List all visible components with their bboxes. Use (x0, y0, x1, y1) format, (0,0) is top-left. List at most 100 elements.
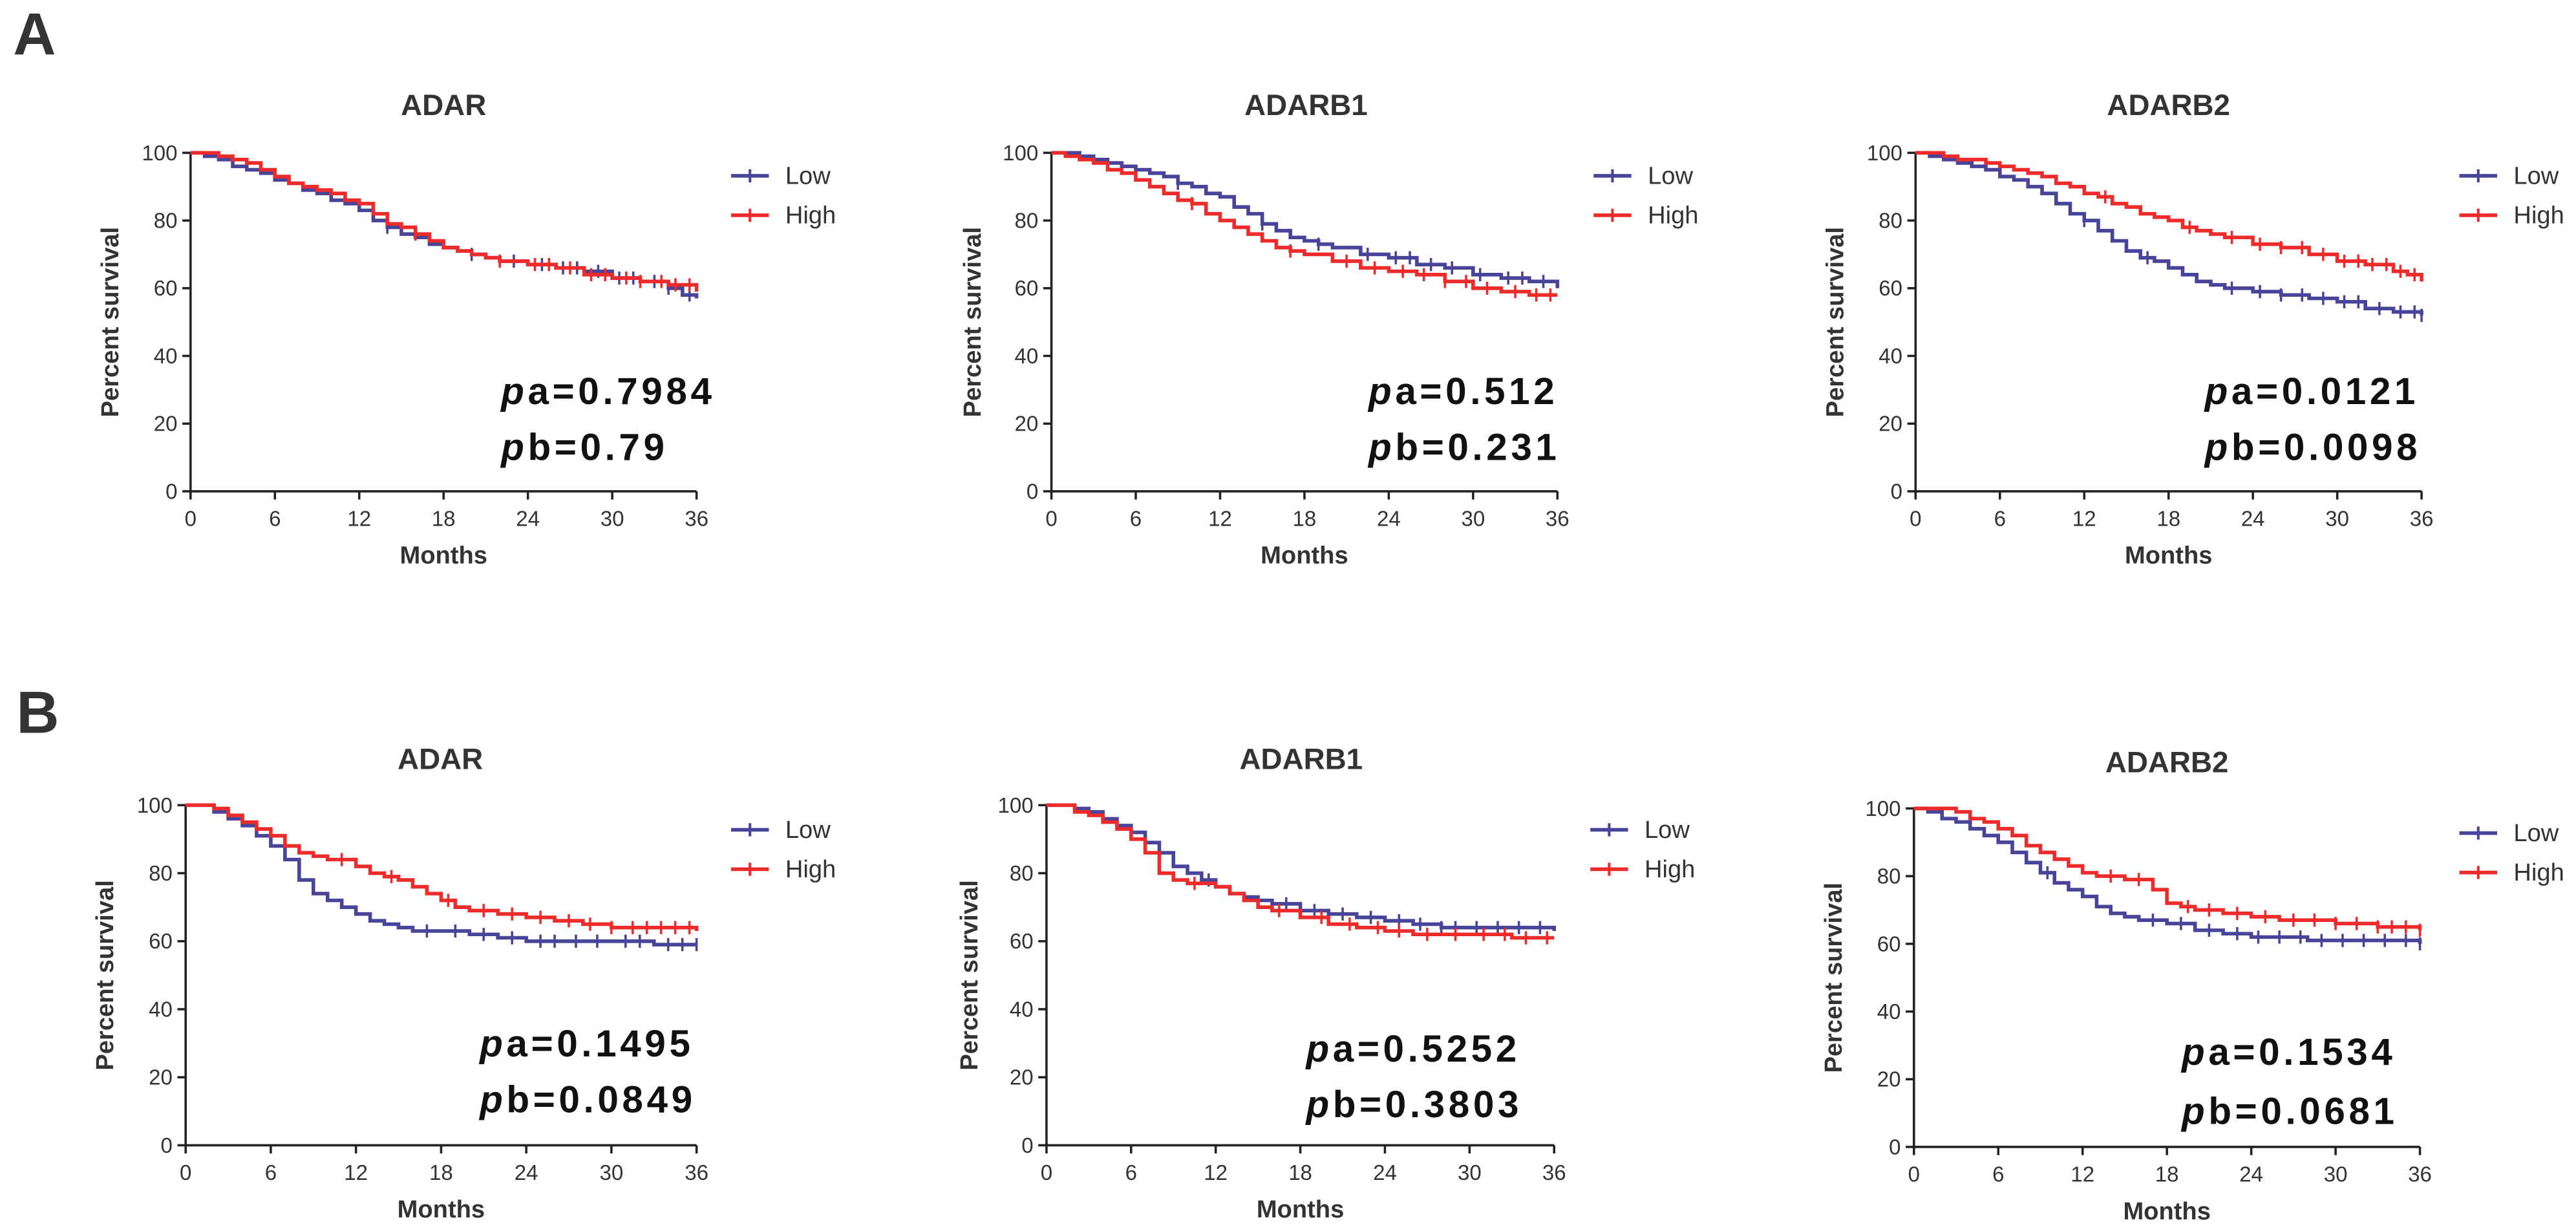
y-tick-label: 0 (1889, 1135, 1900, 1159)
y-tick-label: 0 (1891, 479, 1902, 503)
km-curve-low (1913, 806, 2422, 944)
x-tick-label: 36 (685, 506, 708, 530)
km-curve-high (1051, 151, 1558, 297)
legend-label-high: High (785, 855, 836, 883)
x-tick-label: 18 (429, 1161, 453, 1184)
y-tick-label: 80 (1879, 209, 1902, 233)
p-value-symbol: p (1367, 427, 1395, 469)
legend-label-high: High (1648, 202, 1698, 230)
y-tick-label: 20 (1877, 1067, 1901, 1091)
p-value-text: b=0.0098 (2231, 427, 2421, 469)
y-axis-label: Percent survival (96, 227, 124, 417)
chart-title: ADARB2 (2105, 746, 2229, 779)
p-value-text: a=0.7984 (527, 370, 715, 412)
x-axis-label: Months (2125, 542, 2212, 570)
chart-title: ADARB1 (1244, 89, 1368, 122)
y-tick-label: 100 (997, 793, 1033, 817)
survival-chart: ADAR 0 20 40 60 80 100 0 6 12 18 24 30 36 Percent surv… (96, 89, 836, 570)
chart-title: ADAR (398, 742, 483, 775)
y-tick-label: 100 (1865, 797, 1900, 820)
x-tick-label: 18 (2156, 506, 2180, 530)
y-tick-label: 100 (142, 141, 177, 165)
panel-label: A (13, 1, 56, 67)
p-value-symbol: p (478, 1079, 506, 1121)
y-tick-label: 100 (137, 793, 173, 817)
y-tick-label: 40 (1879, 344, 1902, 368)
x-tick-label: 0 (1041, 1161, 1052, 1184)
p-value-text: b=0.0681 (2208, 1090, 2398, 1132)
legend-label-low: Low (2513, 819, 2559, 847)
y-axis-label: Percent survival (1820, 883, 1847, 1073)
p-value-annotation: pb=0.0849 (478, 1079, 696, 1121)
chart-title: ADAR (401, 89, 486, 122)
x-tick-label: 24 (1377, 506, 1401, 530)
chart-title: ADARB1 (1240, 742, 1363, 775)
x-tick-label: 30 (2324, 1162, 2348, 1186)
x-tick-label: 18 (1293, 506, 1317, 530)
y-tick-label: 80 (1877, 864, 1901, 888)
p-value-annotation: pa=0.1534 (2180, 1031, 2396, 1073)
p-value-symbol: p (2180, 1031, 2208, 1073)
legend-label-low: Low (1648, 162, 1693, 190)
p-value-text: b=0.231 (1395, 427, 1560, 469)
p-value-symbol: p (500, 427, 527, 469)
y-tick-label: 80 (154, 209, 178, 233)
x-tick-label: 18 (1288, 1161, 1312, 1184)
x-tick-label: 0 (185, 506, 197, 530)
x-tick-label: 0 (1908, 1162, 1920, 1186)
p-value-symbol: p (478, 1023, 506, 1065)
x-tick-label: 30 (2325, 506, 2349, 530)
p-value-symbol: p (2180, 1090, 2208, 1132)
x-tick-label: 36 (1546, 506, 1570, 530)
x-tick-label: 24 (516, 506, 540, 530)
x-tick-label: 12 (2070, 1162, 2094, 1186)
x-tick-label: 6 (1994, 506, 2006, 530)
y-tick-label: 20 (1879, 412, 1902, 436)
y-tick-label: 0 (1027, 479, 1038, 503)
survival-chart: ADARB2 0 20 40 60 80 100 0 6 12 18 24 30 36 Percent su… (1821, 89, 2564, 570)
x-tick-label: 0 (180, 1161, 191, 1184)
y-tick-label: 20 (1014, 412, 1038, 436)
y-tick-label: 80 (1014, 209, 1038, 233)
y-tick-label: 40 (1877, 1000, 1901, 1023)
y-tick-label: 80 (1010, 861, 1034, 885)
p-value-symbol: p (2204, 370, 2231, 412)
x-tick-label: 30 (1458, 1161, 1482, 1184)
y-tick-label: 20 (149, 1065, 173, 1089)
x-tick-label: 6 (1125, 1161, 1137, 1184)
x-axis-label: Months (398, 1195, 485, 1223)
x-tick-label: 24 (2241, 506, 2265, 530)
y-tick-label: 0 (165, 479, 177, 503)
y-axis-label: Percent survival (959, 227, 986, 417)
km-curve-low (1051, 151, 1560, 288)
y-tick-label: 60 (1879, 276, 1902, 300)
y-tick-label: 0 (1021, 1133, 1033, 1157)
y-tick-label: 80 (149, 861, 173, 885)
legend-label-high: High (2513, 859, 2564, 886)
p-value-text: a=0.0121 (2231, 370, 2419, 412)
legend-label-low: Low (2513, 162, 2559, 190)
p-value-annotation: pa=0.7984 (500, 370, 715, 412)
x-tick-label: 6 (265, 1161, 277, 1184)
km-curve-low (186, 803, 697, 947)
x-tick-label: 36 (2408, 1162, 2432, 1186)
survival-chart: ADARB2 0 20 40 60 80 100 0 6 12 18 24 30 36 Percent su… (1820, 746, 2564, 1225)
x-tick-label: 36 (1542, 1161, 1566, 1184)
panel-label: B (16, 680, 59, 746)
x-axis-label: Months (399, 542, 487, 570)
p-value-text: b=0.0849 (506, 1079, 696, 1121)
y-tick-label: 40 (1010, 997, 1034, 1021)
x-tick-label: 6 (269, 506, 281, 530)
x-tick-label: 12 (2072, 506, 2096, 530)
x-tick-label: 0 (1045, 506, 1057, 530)
x-tick-label: 12 (1208, 506, 1232, 530)
p-value-annotation: pb=0.0098 (2204, 427, 2422, 469)
x-tick-label: 18 (2155, 1162, 2179, 1186)
x-tick-label: 36 (2410, 506, 2434, 530)
legend-label-low: Low (785, 816, 831, 844)
legend-label-low: Low (785, 162, 831, 190)
x-tick-label: 0 (1910, 506, 1921, 530)
chart-title: ADARB2 (2107, 89, 2230, 122)
km-curve-high (1913, 806, 2422, 930)
y-tick-label: 20 (1010, 1065, 1034, 1089)
